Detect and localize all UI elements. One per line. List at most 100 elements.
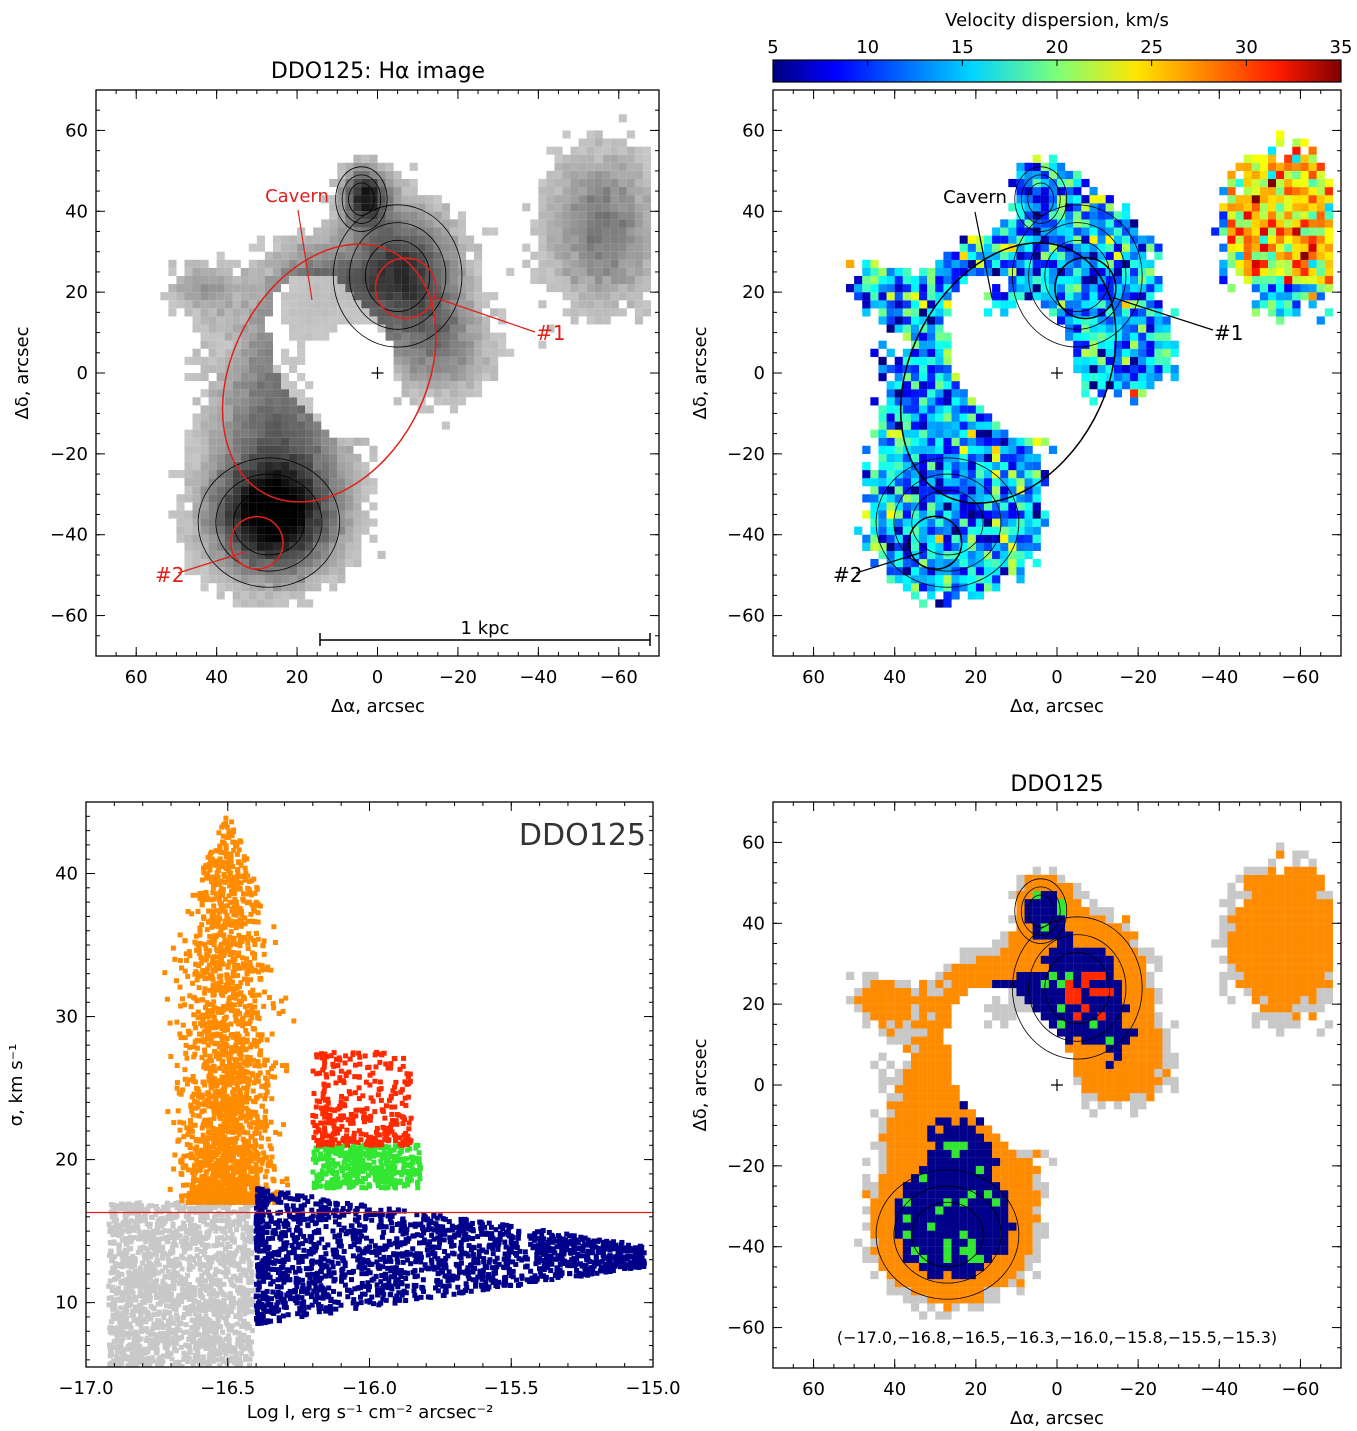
halpha-pixel — [216, 558, 225, 568]
halpha-pixel — [224, 534, 233, 543]
halpha-pixel — [289, 356, 298, 365]
scatter-point — [218, 1242, 224, 1248]
scatter-point — [170, 1202, 176, 1208]
halpha-pixel — [321, 518, 330, 527]
scatter-point — [116, 1251, 122, 1257]
halpha-pixel — [345, 187, 354, 196]
halpha-pixel — [248, 373, 257, 382]
halpha-pixel — [642, 267, 652, 276]
halpha-pixel — [289, 558, 298, 568]
dispersion-pixel — [1016, 195, 1025, 204]
scatter-point — [232, 1356, 238, 1362]
scatter-point — [245, 1213, 251, 1219]
dispersion-pixel — [1251, 187, 1260, 196]
halpha-ylabel: Δδ, arcsec — [12, 326, 33, 419]
scatter-point — [186, 1296, 192, 1302]
halpha-pixel — [626, 154, 635, 163]
halpha-pixel — [305, 308, 314, 317]
dispersion-pixel — [919, 453, 928, 463]
halpha-pixel — [321, 195, 330, 204]
halpha-pixel — [578, 275, 587, 285]
halpha-pixel — [626, 195, 635, 204]
scatter-point — [124, 1212, 130, 1218]
halpha-pixel — [240, 461, 249, 471]
scatter-point — [146, 1355, 152, 1361]
dispersion-pixel — [1267, 243, 1277, 252]
halpha-pixel — [224, 494, 233, 503]
dispersion-pixel — [919, 510, 928, 519]
scatter-point — [234, 1362, 240, 1367]
scatter-point — [210, 1306, 216, 1312]
dispersion-pixel — [1316, 267, 1325, 277]
halpha-pixel — [337, 534, 346, 543]
dispersion-pixel — [951, 470, 960, 479]
dispersion-pixel — [1308, 219, 1317, 228]
halpha-pixel — [216, 364, 225, 374]
halpha-pixel — [216, 373, 225, 382]
halpha-pixel — [313, 316, 322, 325]
scatter-point — [189, 1226, 195, 1232]
halpha-pixel — [297, 292, 306, 301]
dispersion-pixel — [1113, 284, 1122, 293]
scatter-point — [155, 1239, 161, 1245]
halpha-pixel — [232, 381, 241, 390]
scatter-point — [242, 1243, 248, 1249]
dispersion-pixel — [878, 421, 887, 430]
dispersion-pixel — [1154, 332, 1163, 341]
halpha-pixel — [208, 575, 217, 584]
y-tick-label: 40 — [742, 201, 765, 222]
dispersion-pixel — [1146, 275, 1155, 285]
scatter-point — [160, 1324, 166, 1330]
scatter-point — [127, 1321, 133, 1327]
halpha-pixel — [224, 259, 233, 268]
dispersion-pixel — [1113, 292, 1122, 301]
dispersion-pixel — [1138, 235, 1147, 244]
dispersion-pixel — [1121, 356, 1131, 366]
dispersion-pixel — [1032, 284, 1041, 293]
dispersion-pixel — [1000, 429, 1009, 438]
scatter-point — [140, 1260, 146, 1266]
halpha-pixel — [240, 494, 249, 503]
halpha-pixel — [642, 235, 652, 244]
halpha-pixel — [224, 486, 233, 495]
dispersion-pixel — [1008, 243, 1017, 252]
dispersion-pixel — [878, 300, 887, 309]
dispersion-pixel — [1105, 308, 1114, 317]
dispersion-pixel — [878, 534, 887, 543]
halpha-pixel — [289, 470, 298, 479]
halpha-pixel — [594, 187, 603, 196]
scatter-point — [111, 1315, 117, 1321]
halpha-pixel — [216, 292, 225, 301]
halpha-pixel — [546, 219, 555, 228]
halpha-pixel — [449, 389, 458, 398]
dispersion-pixel — [1284, 227, 1293, 236]
dispersion-pixel — [1057, 211, 1066, 220]
dispersion-pixel — [886, 413, 895, 422]
scatter-point — [165, 1274, 171, 1280]
scatter-point — [231, 1236, 237, 1242]
halpha-pixel — [232, 518, 241, 527]
dispersion-pixel — [1000, 219, 1009, 228]
halpha-pixel — [417, 284, 426, 293]
dispersion-pixel — [1024, 235, 1033, 244]
scatter-point — [233, 1351, 239, 1357]
dispersion-pixel — [1113, 364, 1122, 374]
dispersion-pixel — [1024, 284, 1033, 293]
dispersion-pixel — [983, 437, 993, 446]
halpha-pixel — [216, 534, 225, 543]
halpha-pixel — [297, 348, 306, 357]
halpha-region2-pointer — [177, 551, 246, 574]
halpha-pixel — [208, 275, 217, 285]
dispersion-pixel — [1324, 211, 1333, 220]
contour-line — [875, 457, 1020, 588]
halpha-pixel — [305, 397, 314, 406]
halpha-pixel — [216, 259, 225, 268]
scatter-point — [148, 1240, 154, 1246]
dispersion-pixel — [927, 591, 936, 600]
halpha-pixel — [538, 187, 547, 196]
dispersion-pixel — [943, 494, 952, 503]
halpha-pixel — [361, 470, 370, 479]
scatter-point — [208, 1324, 214, 1330]
scatter-point — [237, 1284, 243, 1290]
dispersion-pixel — [992, 486, 1001, 495]
